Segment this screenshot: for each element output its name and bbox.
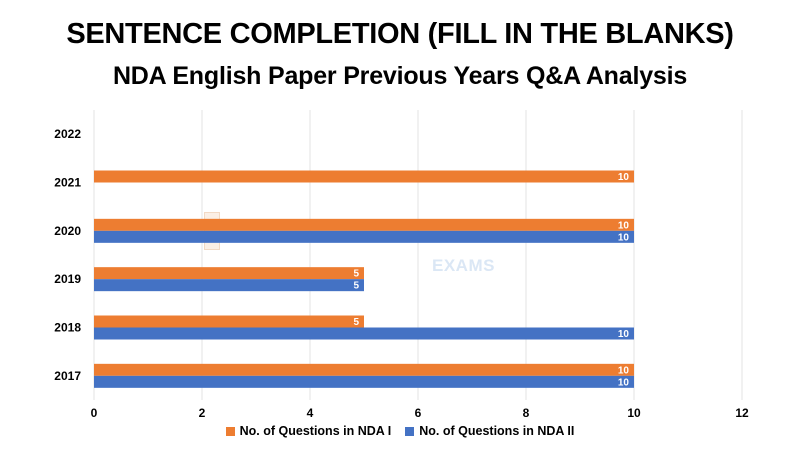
y-tick-label-2017: 2017: [54, 369, 81, 383]
watermark-text: EXAMS: [432, 256, 495, 275]
data-label-2021-series-1: 10: [618, 172, 630, 183]
bar-2019-series-1: [94, 267, 364, 280]
x-tick-label-6: 6: [415, 406, 422, 420]
chart-subtitle: NDA English Paper Previous Years Q&A Ana…: [112, 62, 688, 90]
data-label-2020-series-1: 10: [618, 220, 630, 231]
bar-2021-series-1: [94, 170, 634, 183]
bar-2020-series-2: [94, 230, 634, 243]
bar-2019-series-2: [94, 279, 364, 292]
y-tick-label-2020: 2020: [54, 224, 81, 238]
data-label-2018-series-2: 10: [618, 329, 630, 340]
data-label-2018-series-1: 5: [353, 317, 359, 328]
bar-2020-series-1: [94, 218, 634, 231]
x-tick-label-0: 0: [91, 406, 98, 420]
legend: No. of Questions in NDA I No. of Questio…: [0, 424, 800, 438]
y-tick-label-2019: 2019: [54, 272, 81, 286]
legend-item-nda-1: No. of Questions in NDA I: [225, 424, 392, 438]
legend-item-nda-2: No. of Questions in NDA II: [405, 424, 574, 438]
bar-2018-series-1: [94, 315, 364, 328]
data-label-2017-series-1: 10: [618, 365, 630, 376]
chart-title: SENTENCE COMPLETION (FILL IN THE BLANKS): [66, 18, 734, 50]
x-tick-label-10: 10: [627, 406, 641, 420]
data-label-2019-series-2: 5: [353, 281, 359, 292]
bar-2017-series-1: [94, 363, 634, 376]
legend-swatch-nda-2: [405, 426, 415, 436]
y-tick-label-2021: 2021: [54, 176, 81, 190]
legend-label-nda-2: No. of Questions in NDA II: [419, 424, 575, 438]
x-tick-label-4: 4: [307, 406, 314, 420]
bar-2017-series-2: [94, 375, 634, 388]
y-tick-label-2022: 2022: [54, 127, 81, 141]
x-tick-label-8: 8: [523, 406, 530, 420]
x-tick-label-2: 2: [199, 406, 206, 420]
y-tick-label-2018: 2018: [54, 321, 81, 335]
x-tick-label-12: 12: [735, 406, 749, 420]
legend-label-nda-1: No. of Questions in NDA I: [239, 424, 392, 438]
bar-2018-series-2: [94, 327, 634, 340]
data-label-2017-series-2: 10: [618, 377, 630, 388]
data-label-2020-series-2: 10: [618, 232, 630, 243]
legend-swatch-nda-1: [225, 426, 235, 436]
data-label-2019-series-1: 5: [353, 269, 359, 280]
